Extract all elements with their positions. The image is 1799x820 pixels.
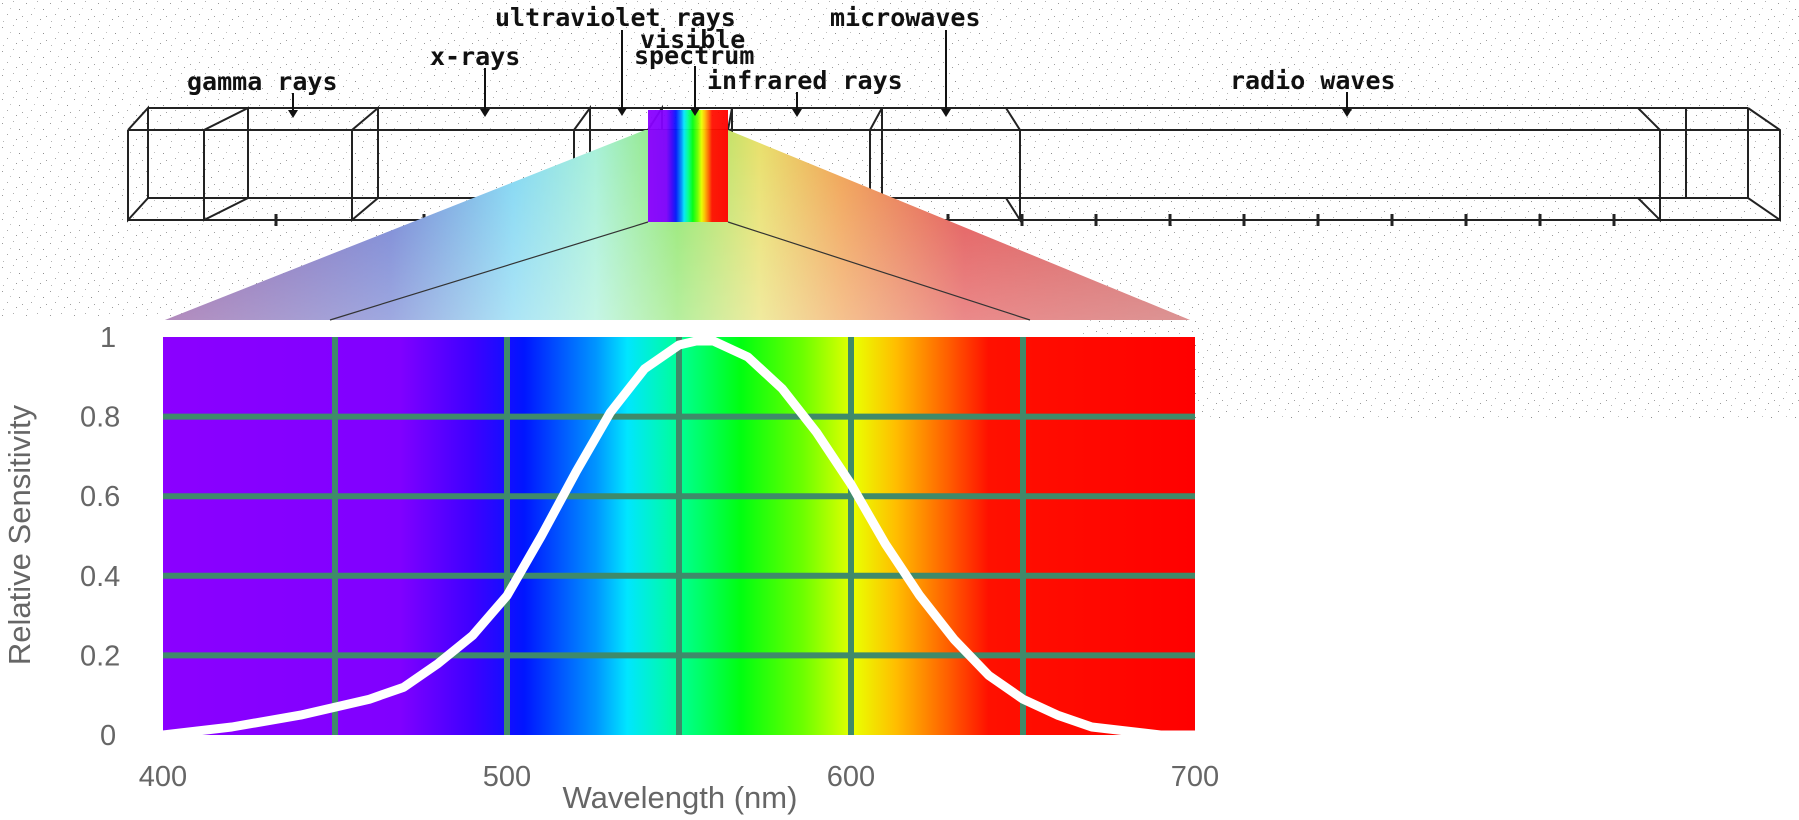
gridlines xyxy=(163,337,1195,735)
data-point xyxy=(437,662,439,664)
label-microwaves: microwaves xyxy=(830,3,981,32)
label-radio-waves: radio waves xyxy=(1230,66,1396,95)
y-tick-label: 0 xyxy=(100,720,116,752)
data-point xyxy=(988,674,990,676)
x-tick-label: 600 xyxy=(827,761,875,793)
data-point xyxy=(472,635,474,636)
data-point xyxy=(1091,726,1093,728)
data-point xyxy=(231,726,233,728)
label-visible: visible xyxy=(640,25,745,54)
em-labels: gamma rays x-rays ultraviolet rays visib… xyxy=(187,3,1396,118)
data-point xyxy=(540,535,542,537)
data-point xyxy=(850,483,852,485)
label-ultraviolet-rays: ultraviolet rays xyxy=(495,3,736,32)
data-point xyxy=(644,368,646,370)
x-tick-label: 500 xyxy=(483,761,531,793)
data-point xyxy=(678,344,680,346)
data-point xyxy=(712,340,714,342)
data-point xyxy=(1194,734,1196,736)
label-gamma-rays: gamma rays xyxy=(187,67,338,96)
data-point xyxy=(1022,698,1024,700)
visible-band xyxy=(648,110,728,222)
y-tick-label: 0.4 xyxy=(80,561,120,593)
x-tick-label: 400 xyxy=(139,761,187,793)
data-point xyxy=(884,543,886,545)
data-point xyxy=(1125,730,1127,732)
y-tick-labels: 0 0.2 0.4 0.6 0.8 1 xyxy=(80,322,120,752)
y-tick-label: 0.2 xyxy=(80,640,120,672)
data-point xyxy=(747,356,749,358)
data-point xyxy=(506,595,508,597)
data-point xyxy=(1056,714,1058,716)
data-point xyxy=(781,388,783,390)
data-point xyxy=(403,686,405,688)
y-tick-label: 0.6 xyxy=(80,481,120,513)
y-tick-label: 0.8 xyxy=(80,402,120,434)
data-point xyxy=(609,412,611,414)
label-spectrum: spectrum xyxy=(634,41,754,70)
data-point xyxy=(368,698,370,700)
series-layer xyxy=(158,336,1200,740)
em-spectrum-bar xyxy=(127,104,1781,224)
label-x-rays: x-rays xyxy=(430,42,520,71)
data-point xyxy=(1160,734,1162,736)
data-point xyxy=(816,432,818,434)
x-axis-title: Wavelength (nm) xyxy=(563,780,798,815)
label-infrared-rays: infrared rays xyxy=(707,66,903,95)
data-point xyxy=(919,595,921,597)
y-tick-label: 1 xyxy=(100,322,116,354)
data-point xyxy=(695,340,697,342)
data-point xyxy=(162,734,164,736)
speckle-background-right xyxy=(1080,320,1799,420)
y-axis-title: Relative Sensitivity xyxy=(2,404,37,665)
x-tick-label: 700 xyxy=(1171,761,1219,793)
x-tick-labels: 400 500 600 700 xyxy=(139,761,1219,793)
data-point xyxy=(575,471,577,473)
data-point xyxy=(953,638,955,640)
data-point xyxy=(300,714,302,716)
